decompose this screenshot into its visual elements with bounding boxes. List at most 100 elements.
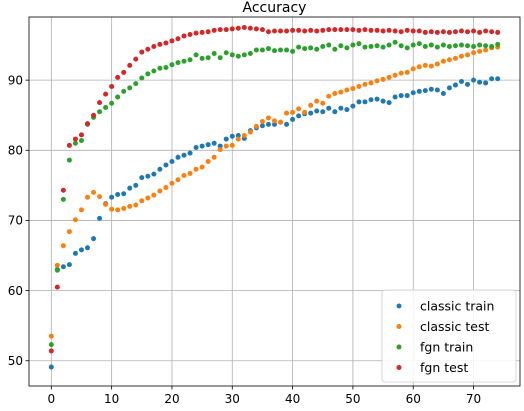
data-point: [163, 184, 169, 190]
data-point: [181, 173, 187, 179]
data-point: [205, 159, 211, 165]
data-point: [91, 112, 97, 118]
data-point: [422, 62, 428, 68]
data-point: [217, 27, 223, 33]
data-point: [127, 185, 133, 191]
data-point: [446, 85, 452, 91]
data-point: [54, 262, 60, 268]
data-point: [85, 194, 91, 200]
data-point: [471, 50, 477, 56]
data-point: [458, 53, 464, 59]
data-point: [404, 27, 410, 33]
data-point: [326, 93, 332, 99]
data-point: [199, 164, 205, 170]
data-point: [115, 74, 121, 80]
data-point: [54, 284, 60, 290]
data-point: [223, 136, 229, 142]
data-point: [217, 55, 223, 61]
data-point: [85, 245, 91, 251]
data-point: [66, 142, 72, 148]
chart-title: Accuracy: [243, 0, 307, 16]
data-point: [187, 57, 193, 63]
data-point: [356, 99, 362, 105]
x-tick-label: 20: [164, 392, 179, 406]
data-point: [465, 52, 471, 58]
data-point: [127, 203, 133, 209]
data-point: [350, 86, 356, 92]
data-point: [332, 27, 338, 33]
data-point: [229, 26, 235, 32]
data-point: [205, 29, 211, 35]
data-point: [440, 90, 446, 96]
data-point: [332, 109, 338, 115]
data-point: [458, 79, 464, 85]
data-point: [326, 105, 332, 111]
data-point: [471, 77, 477, 83]
data-point: [284, 110, 290, 116]
data-point: [290, 109, 296, 115]
data-point: [284, 47, 290, 53]
data-point: [374, 27, 380, 33]
data-point: [151, 171, 157, 177]
legend-label: fgn train: [420, 340, 473, 355]
data-point: [229, 142, 235, 148]
series-classic-test: [48, 44, 501, 339]
data-point: [314, 46, 320, 52]
data-point: [465, 29, 471, 35]
data-point: [157, 41, 163, 47]
data-point: [72, 250, 78, 256]
data-point: [175, 154, 181, 160]
data-point: [446, 57, 452, 63]
data-point: [434, 44, 440, 50]
data-point: [109, 100, 115, 106]
data-point: [241, 133, 247, 139]
data-point: [314, 108, 320, 114]
data-point: [368, 43, 374, 49]
data-point: [410, 42, 416, 48]
data-point: [278, 28, 284, 34]
data-point: [97, 109, 103, 115]
data-point: [265, 121, 271, 127]
data-point: [247, 50, 253, 56]
data-point: [428, 42, 434, 48]
series-classic-train: [48, 76, 501, 370]
data-point: [446, 29, 452, 35]
data-points: [48, 25, 501, 370]
data-point: [489, 76, 495, 82]
x-tick-label: 50: [345, 392, 360, 406]
data-point: [139, 198, 145, 204]
data-point: [398, 93, 404, 99]
data-point: [253, 47, 259, 53]
data-point: [72, 136, 78, 142]
data-point: [332, 90, 338, 96]
data-point: [284, 28, 290, 34]
data-point: [404, 93, 410, 99]
data-point: [452, 55, 458, 61]
data-point: [368, 27, 374, 33]
data-point: [60, 243, 66, 249]
data-point: [428, 63, 434, 69]
data-point: [350, 42, 356, 48]
data-point: [121, 88, 127, 94]
data-point: [428, 86, 434, 92]
data-point: [247, 25, 253, 31]
data-point: [320, 100, 326, 106]
data-point: [66, 229, 72, 235]
data-point: [356, 27, 362, 33]
data-point: [181, 152, 187, 158]
y-tick-label: 70: [8, 214, 23, 228]
data-point: [483, 47, 489, 53]
data-point: [440, 58, 446, 64]
data-point: [253, 26, 259, 32]
series-fgn-train: [48, 39, 501, 348]
data-point: [422, 43, 428, 49]
data-point: [477, 48, 483, 54]
data-point: [199, 55, 205, 61]
data-point: [350, 27, 356, 33]
data-point: [392, 94, 398, 100]
legend-label: classic test: [420, 319, 489, 334]
data-point: [428, 29, 434, 35]
x-tick-label: 10: [104, 392, 119, 406]
data-point: [259, 119, 265, 125]
data-point: [60, 196, 66, 202]
